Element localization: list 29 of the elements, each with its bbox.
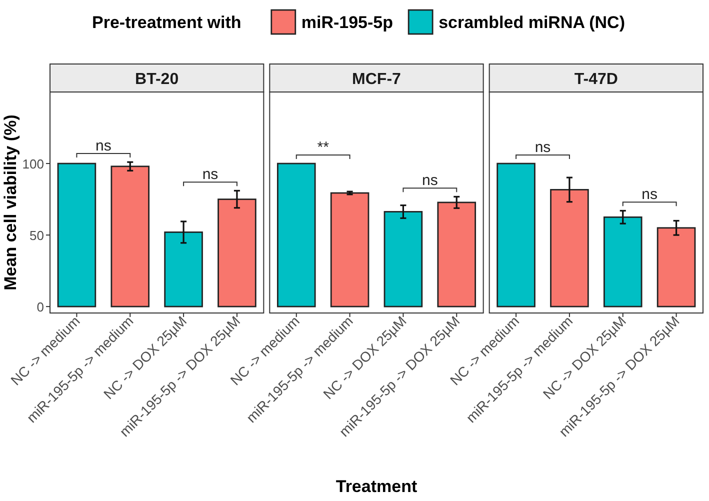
annotation: ns [95,138,112,155]
annotation: ** [317,138,330,156]
y-tick-label: 100 [22,156,44,172]
x-axis-title: Treatment [336,477,418,496]
annotation: ns [534,138,551,156]
legend-label: miR-195-5p [301,13,394,32]
bar [603,216,642,308]
y-tick-label: 50 [30,228,44,244]
y-tick-label: 0 [36,300,44,315]
bar [384,211,423,308]
bar [164,231,203,308]
annotation: ns [642,186,658,204]
bar [437,202,476,308]
chart-title: MCF-7 [352,71,402,88]
y-axis-title: Mean cell viability (%) [1,114,20,290]
bar [656,227,696,308]
bar [110,166,150,308]
bar [57,162,96,308]
bar [496,162,536,308]
bar [218,198,256,308]
bar [330,192,370,308]
chart-title: BT-20 [135,71,179,88]
annotation: ns [202,166,218,184]
legend-label: scrambled miRNA (NC) [438,13,625,32]
bar [276,162,316,308]
legend-title: Pre-treatment with [92,13,242,32]
chart-title: T-47D [574,71,618,88]
bar [550,189,589,308]
annotation: ns [422,172,438,190]
